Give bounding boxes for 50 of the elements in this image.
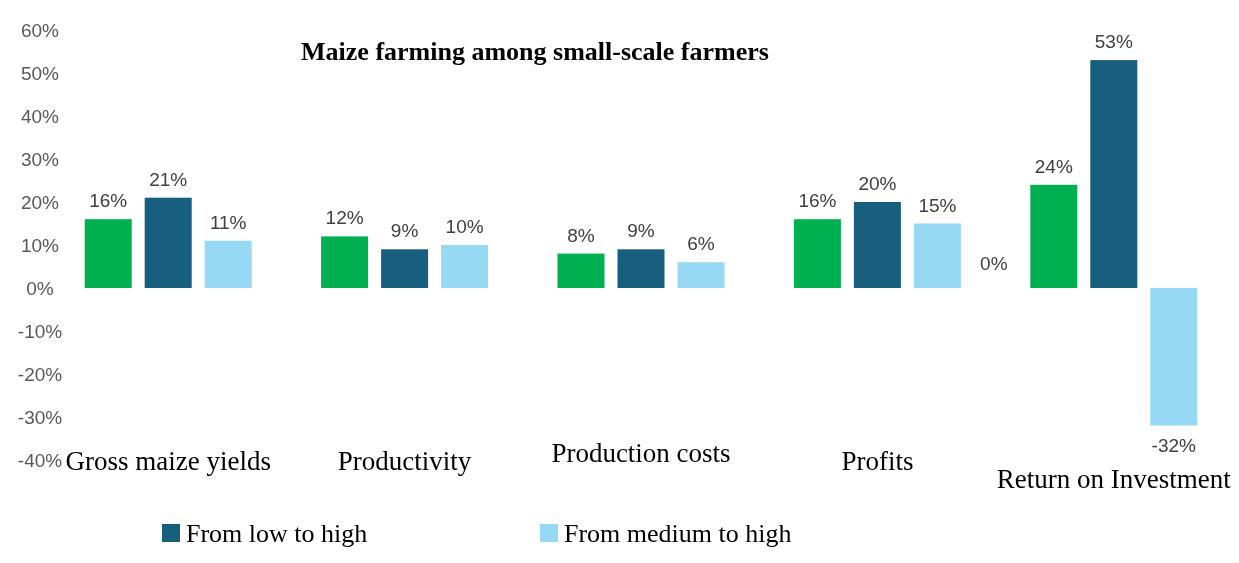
chart-title: Maize farming among small-scale farmers	[301, 37, 769, 66]
bar	[381, 249, 429, 288]
data-label: 8%	[567, 224, 595, 246]
data-label: 24%	[1034, 155, 1073, 177]
annotation: 0%	[980, 253, 1008, 274]
data-label: -32%	[1151, 434, 1197, 456]
y-tick-label: 0%	[26, 277, 54, 299]
legend-label: From low to high	[186, 519, 368, 549]
data-label: 16%	[89, 190, 128, 212]
data-label: 15%	[918, 194, 957, 216]
data-label: 21%	[149, 168, 188, 190]
y-tick-label: -10%	[17, 320, 63, 342]
data-label: 9%	[627, 220, 655, 242]
bar	[617, 249, 665, 288]
y-tick-label: 40%	[20, 105, 60, 127]
y-tick-label: 50%	[20, 62, 60, 84]
data-label: 16%	[798, 190, 837, 212]
x-tick-label: Productivity	[337, 446, 472, 476]
bar	[1090, 60, 1138, 288]
x-tick-label: Gross maize yields	[65, 446, 271, 476]
legend-label: From medium to high	[564, 519, 792, 549]
bar	[1030, 184, 1078, 288]
y-tick-label: -20%	[17, 363, 63, 385]
y-tick-label: 20%	[20, 191, 60, 213]
bar	[913, 223, 961, 288]
bar	[204, 240, 252, 288]
y-tick-label: 60%	[20, 19, 60, 41]
data-label: 53%	[1094, 31, 1133, 53]
data-label: 6%	[687, 233, 715, 255]
bar	[793, 219, 841, 288]
y-tick-label: -30%	[17, 406, 63, 428]
data-label: 11%	[209, 211, 247, 233]
data-label: 10%	[445, 216, 484, 237]
bar	[144, 197, 192, 288]
bar	[84, 219, 132, 288]
y-tick-label: 30%	[20, 148, 60, 170]
y-tick-label: -40%	[17, 449, 63, 471]
data-label: 20%	[858, 173, 897, 194]
data-label: 12%	[325, 207, 364, 229]
data-label: 9%	[390, 220, 419, 242]
bar	[853, 202, 901, 288]
bar	[321, 236, 369, 288]
bar	[557, 253, 605, 288]
x-tick-label: Return on Investment	[996, 464, 1232, 494]
x-tick-label: Production costs	[551, 438, 731, 468]
y-tick-label: 10%	[20, 234, 60, 256]
bar	[1150, 288, 1198, 426]
bar	[441, 245, 489, 288]
x-tick-label: Profits	[841, 446, 914, 476]
bar	[677, 262, 725, 288]
